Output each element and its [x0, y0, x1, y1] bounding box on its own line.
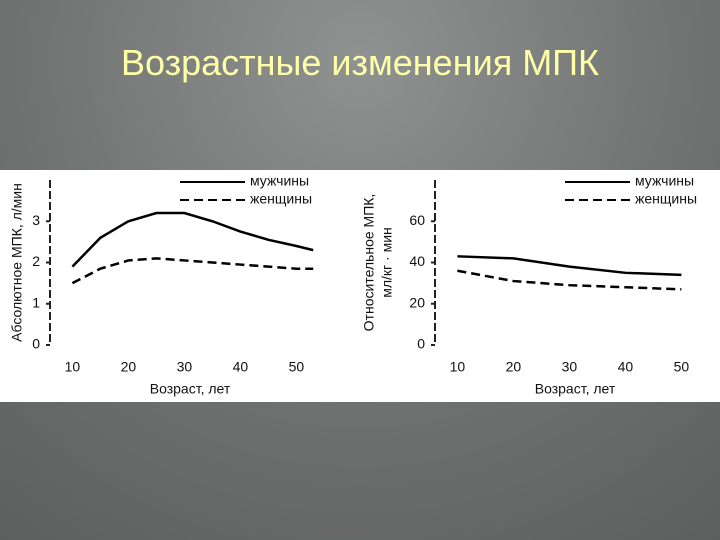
y-tick-label: 60: [409, 212, 425, 228]
y-tick-label: 1: [32, 294, 40, 310]
x-axis-label: Возраст, лет: [150, 381, 231, 397]
slide-title: Возрастные изменения МПК: [120, 42, 600, 83]
x-tick-label: 40: [618, 359, 634, 375]
x-tick-label: 20: [121, 359, 137, 375]
y-tick-label: 40: [409, 253, 425, 269]
x-tick-label: 30: [562, 359, 578, 375]
line: [71, 211, 314, 268]
legend-label: мужчины: [250, 173, 309, 189]
y-axis-label: мл/кг · мин: [379, 227, 395, 298]
y-tick-label: 3: [32, 212, 40, 228]
y-axis-label: Относительное МПК,: [361, 194, 377, 332]
x-axis-label: Возраст, лет: [535, 381, 616, 397]
legend-label: женщины: [635, 191, 697, 207]
y-tick-label: 20: [409, 294, 425, 310]
x-tick-label: 30: [177, 359, 193, 375]
y-tick-label: 0: [417, 336, 425, 352]
y-axis-label: Абсолютное МПК, л/мин: [9, 183, 25, 342]
y-tick-label: 0: [32, 336, 40, 352]
x-tick-label: 10: [65, 359, 81, 375]
y-tick-label: 2: [32, 253, 40, 269]
x-tick-label: 50: [289, 359, 305, 375]
legend-label: мужчины: [635, 173, 694, 189]
line: [71, 257, 314, 285]
line: [457, 269, 682, 291]
x-tick-label: 10: [450, 359, 466, 375]
x-tick-label: 50: [674, 359, 690, 375]
legend-label: женщины: [250, 191, 312, 207]
line: [457, 255, 682, 277]
x-tick-label: 20: [506, 359, 522, 375]
x-tick-label: 40: [233, 359, 249, 375]
